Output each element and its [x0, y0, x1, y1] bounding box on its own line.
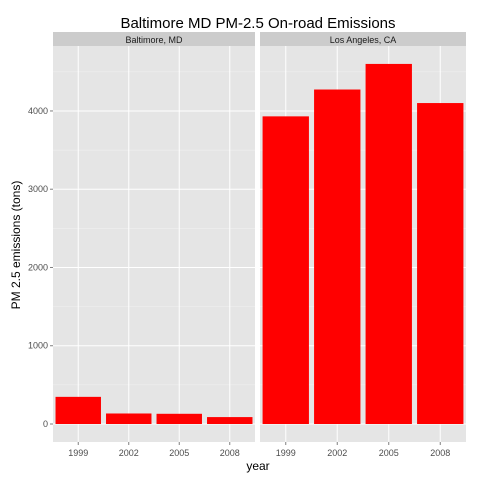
bar — [417, 103, 464, 424]
y-tick-label: 3000 — [28, 184, 48, 194]
facet-strip-label: Los Angeles, CA — [330, 35, 397, 45]
bar — [365, 63, 412, 424]
facet-strip — [260, 32, 466, 46]
bar — [156, 413, 202, 424]
x-axis-title: year — [246, 459, 269, 473]
y-tick-label: 0 — [43, 419, 48, 429]
x-tick-label: 2002 — [119, 448, 139, 458]
panel-background — [53, 46, 255, 442]
x-tick-label: 1999 — [68, 448, 88, 458]
bar — [55, 396, 101, 424]
facet-strip — [53, 32, 255, 46]
chart-title: Baltimore MD PM-2.5 On-road Emissions — [120, 15, 395, 32]
y-tick-label: 1000 — [28, 341, 48, 351]
y-tick-label: 2000 — [28, 262, 48, 272]
x-tick-label: 2002 — [327, 448, 347, 458]
bar — [314, 89, 361, 424]
x-tick-label: 1999 — [276, 448, 296, 458]
x-tick-label: 2005 — [379, 448, 399, 458]
bar — [207, 417, 253, 424]
x-tick-label: 2008 — [430, 448, 450, 458]
facet-panel: Los Angeles, CA 1999 2002 2005 2008 — [260, 32, 466, 458]
facet-strip-label: Baltimore, MD — [125, 35, 183, 45]
y-axis-title: PM 2.5 emissions (tons) — [9, 181, 23, 310]
bar — [262, 116, 309, 425]
x-tick-label: 2005 — [169, 448, 189, 458]
x-tick-label: 2008 — [220, 448, 240, 458]
y-tick-label: 4000 — [28, 106, 48, 116]
bar — [106, 413, 152, 424]
y-axis: 0 1000 2000 3000 4000 — [28, 106, 53, 429]
facet-panel: Baltimore, MD 1999 2002 2005 2008 — [53, 32, 255, 458]
